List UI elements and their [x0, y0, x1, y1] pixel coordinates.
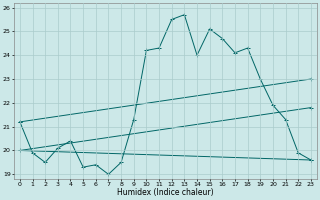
- X-axis label: Humidex (Indice chaleur): Humidex (Indice chaleur): [117, 188, 214, 197]
